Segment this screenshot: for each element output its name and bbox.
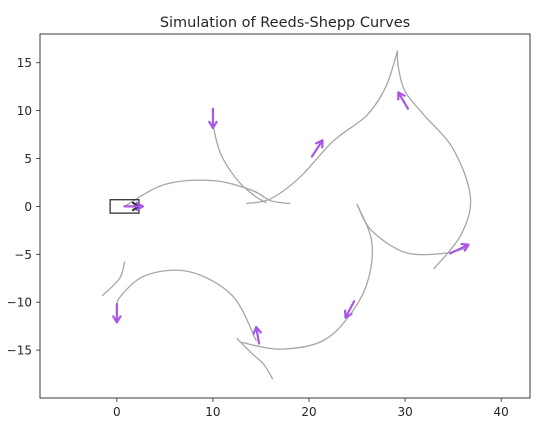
curve-path-8	[116, 269, 257, 342]
x-tick-label: 30	[397, 405, 412, 419]
arrow-lower-mid	[343, 300, 356, 319]
arrow-bottom-shaft	[255, 326, 261, 345]
arrow-lower-mid-shaft	[344, 300, 356, 319]
arrow-right-shaft	[449, 243, 470, 255]
arrow-bottom-head	[252, 326, 262, 335]
arrow-up-start-head	[135, 201, 144, 212]
arrow-right	[449, 242, 470, 255]
y-tick-label: 5	[24, 152, 32, 166]
arrow-bottom	[252, 326, 262, 345]
x-tick-label: 10	[205, 405, 220, 419]
curve-layer	[101, 50, 472, 380]
curve-path-2	[212, 124, 267, 204]
arrow-right-head	[460, 242, 470, 252]
y-tick-label: 15	[17, 56, 32, 70]
arrow-mid-upright	[310, 139, 324, 158]
y-axis: 15 10 5 0 −5 −10 −15	[7, 56, 40, 358]
arrow-peak-head	[397, 91, 406, 101]
curve-path-1	[123, 179, 291, 208]
arrow-left-down-head	[112, 315, 122, 324]
curve-path-7	[236, 337, 274, 380]
y-tick-label: −5	[14, 248, 32, 262]
x-tick-label: 40	[494, 405, 509, 419]
curve-path-5	[356, 203, 469, 256]
arrow-lower-mid-head	[343, 309, 353, 319]
arrow-peak-shaft	[397, 91, 410, 110]
y-tick-label: 10	[17, 104, 32, 118]
arrow-up-start	[123, 201, 144, 212]
y-tick-label: −10	[7, 296, 32, 310]
arrow-mid-upright-head	[315, 139, 324, 149]
y-tick-label: 0	[24, 200, 32, 214]
x-tick-label: 0	[113, 405, 121, 419]
direction-arrow-layer	[112, 91, 470, 345]
curve-path-3	[245, 50, 399, 205]
arrow-peak	[397, 91, 410, 110]
curve-path-4	[396, 50, 472, 270]
chart-title: Simulation of Reeds-Shepp Curves	[160, 15, 410, 31]
x-axis: 0 10 20 30 40	[113, 398, 509, 419]
plot-frame	[39, 33, 531, 399]
x-tick-label: 20	[301, 405, 316, 419]
y-tick-label: −15	[7, 344, 32, 358]
arrow-down-top	[208, 107, 218, 129]
arrow-left-down	[112, 303, 122, 324]
arrow-down-top-head	[208, 120, 218, 129]
curve-path-9	[101, 261, 126, 297]
arrow-mid-upright-shaft	[310, 139, 324, 158]
curve-path-6	[241, 203, 373, 350]
